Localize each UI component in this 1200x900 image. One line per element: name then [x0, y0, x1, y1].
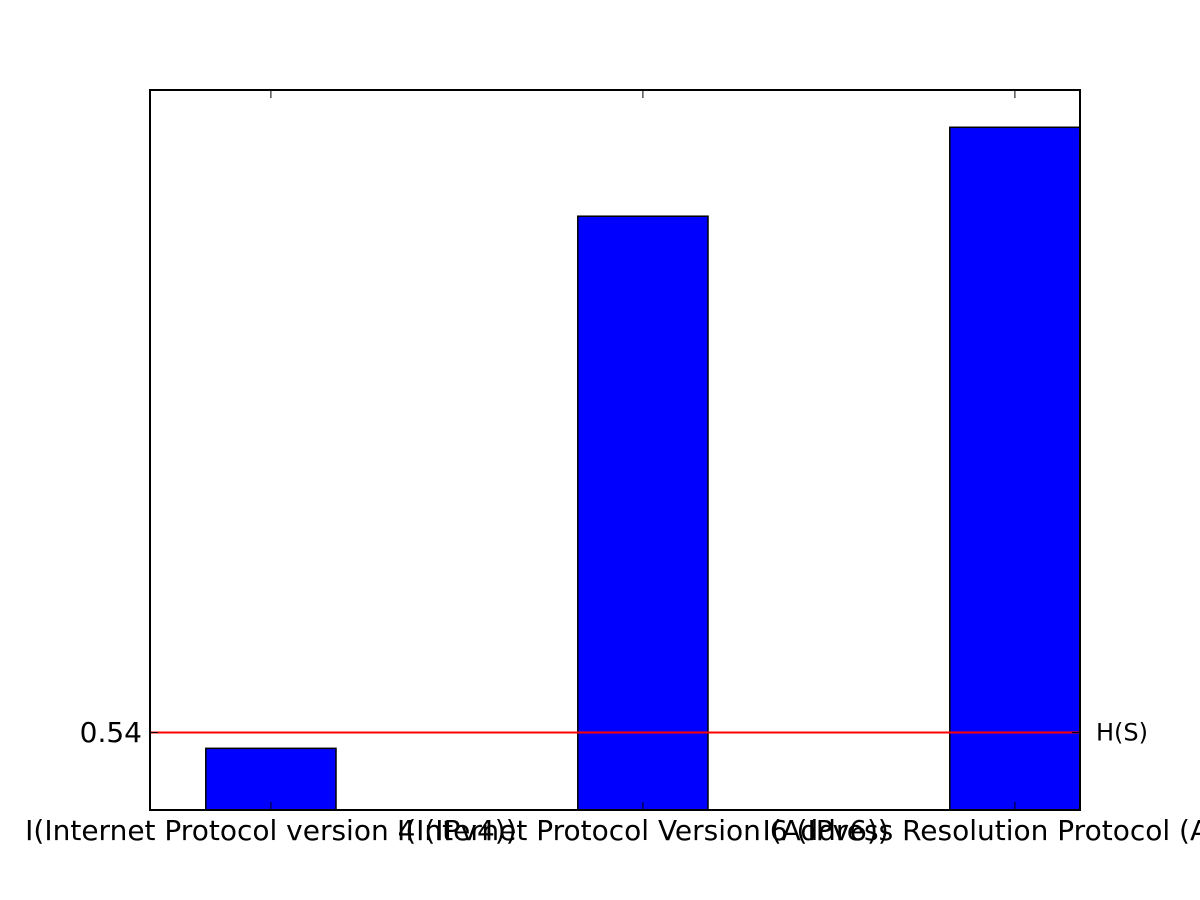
reference-line-group: H(S) — [150, 719, 1148, 747]
axes-frame — [149, 89, 1081, 811]
bar-2 — [577, 215, 709, 811]
x-tick-label-3: I(Address Resolution Protocol (ARP)) — [763, 814, 1200, 847]
bars-group — [205, 126, 1081, 811]
x-tick-label-2: I(Internet Protocol Version 6 (IPv6)) — [397, 814, 889, 847]
bar-1 — [205, 747, 337, 811]
bar-3 — [949, 126, 1081, 811]
reference-line-label: H(S) — [1096, 719, 1148, 747]
y-tick-label-1: 0.54 — [80, 716, 142, 749]
x-ticks-group: I(Internet Protocol version 4 (IPv4))I(I… — [25, 90, 1200, 847]
x-tick-label-1: I(Internet Protocol version 4 (IPv4)) — [25, 814, 516, 847]
y-ticks-group: 0.54 — [80, 716, 1080, 749]
